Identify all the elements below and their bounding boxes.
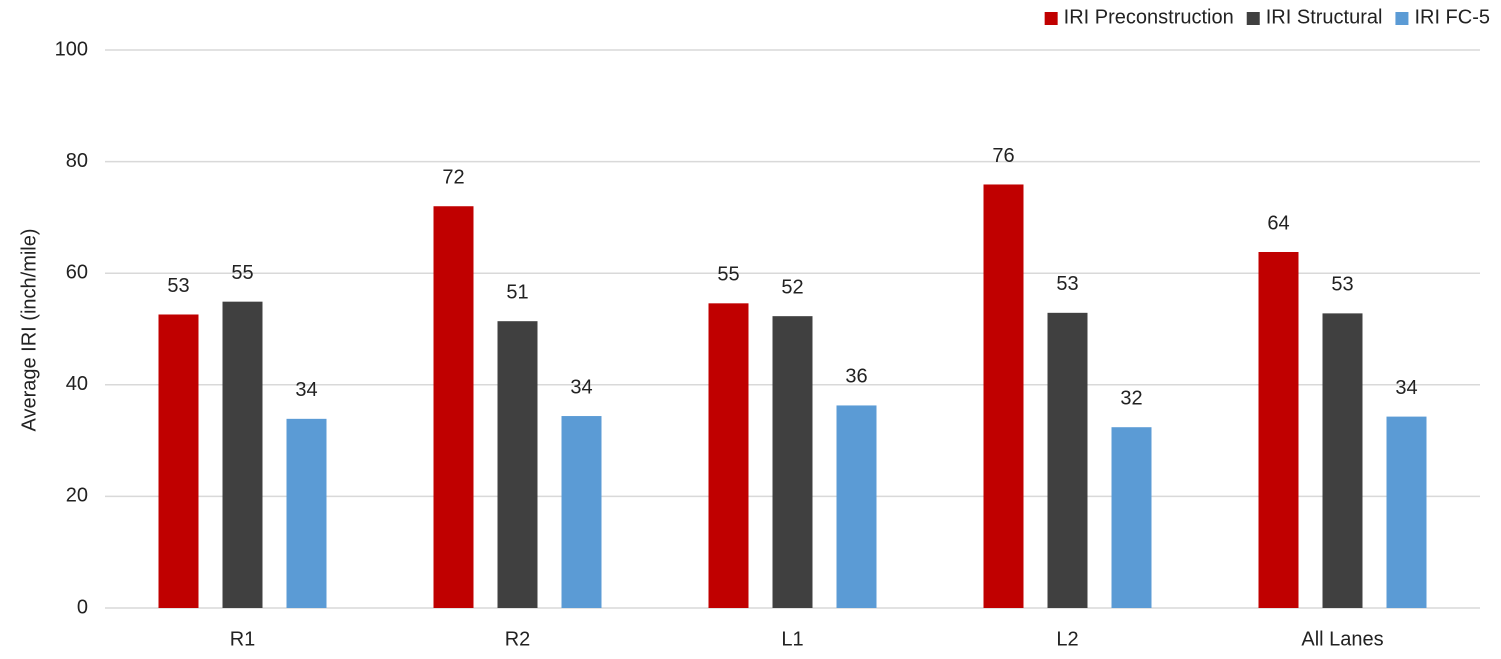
bar [497, 321, 538, 608]
data-label: 52 [781, 276, 803, 298]
bar [772, 316, 813, 608]
legend-swatch [1044, 12, 1058, 25]
y-tick-label: 20 [66, 485, 88, 507]
data-label: 53 [167, 275, 189, 297]
data-label: 34 [1395, 377, 1417, 399]
data-label: 72 [442, 167, 464, 189]
bar [433, 206, 474, 609]
y-tick-label: 80 [66, 150, 88, 172]
x-tick-label: R1 [230, 628, 256, 650]
bar [286, 418, 327, 608]
y-tick-label: 100 [55, 38, 88, 60]
bar [708, 303, 749, 608]
data-label: 55 [717, 264, 739, 286]
y-axis-title: Average IRI (inch/mile) [18, 228, 40, 431]
bar [222, 301, 263, 608]
legend-label: IRI Preconstruction [1064, 6, 1234, 28]
data-label: 64 [1267, 212, 1289, 234]
legend-label: IRI Structural [1266, 6, 1383, 28]
legend-label: IRI FC-5 [1414, 6, 1490, 28]
legend-swatch [1395, 12, 1409, 25]
bar [1322, 313, 1363, 608]
data-label: 76 [992, 145, 1014, 167]
y-tick-label: 60 [66, 261, 88, 283]
y-tick-label: 0 [77, 596, 88, 618]
data-label: 32 [1120, 387, 1142, 409]
data-label: 55 [231, 262, 253, 284]
data-label: 36 [845, 366, 867, 388]
data-label: 34 [295, 379, 317, 401]
bar [1386, 416, 1427, 608]
x-tick-label: R2 [505, 628, 531, 650]
data-label: 53 [1331, 274, 1353, 296]
bar [1111, 427, 1152, 608]
data-label: 51 [506, 281, 528, 303]
y-tick-label: 40 [66, 373, 88, 395]
x-tick-label: L1 [781, 628, 803, 650]
x-tick-label: L2 [1056, 628, 1078, 650]
bar [561, 416, 602, 608]
data-label: 53 [1056, 273, 1078, 295]
x-tick-label: All Lanes [1301, 628, 1383, 650]
data-label: 34 [570, 376, 592, 398]
legend-swatch [1246, 12, 1260, 25]
bar [1047, 312, 1088, 608]
bar [983, 184, 1024, 608]
bar [158, 314, 199, 608]
bar [836, 405, 877, 608]
bar [1258, 251, 1299, 608]
